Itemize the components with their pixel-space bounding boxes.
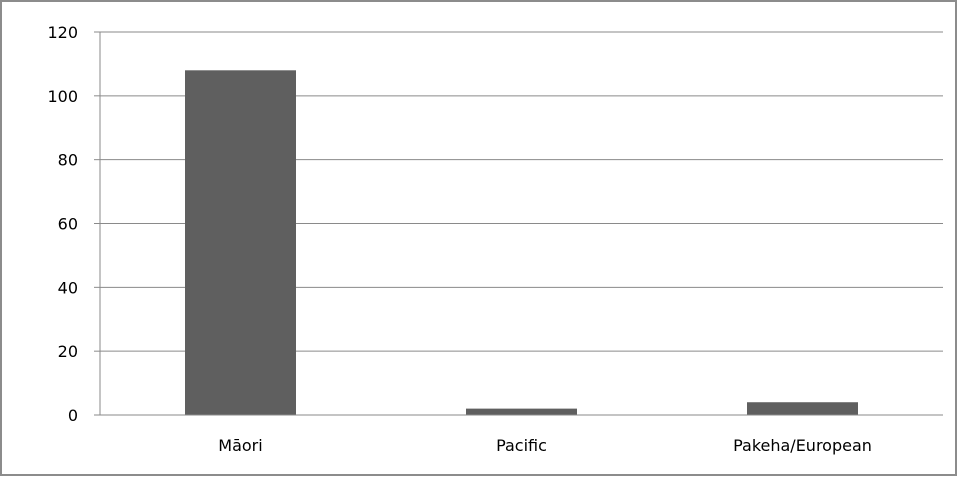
- y-tick-label: 80: [58, 151, 78, 170]
- bar: [466, 408, 577, 415]
- y-tick-label: 20: [58, 342, 78, 361]
- y-tick-labels: 0 20 40 60 80 100 120: [47, 23, 78, 425]
- bars: [185, 70, 858, 416]
- x-tick-labels: Māori Pacific Pakeha/European: [218, 436, 872, 455]
- y-tick-label: 0: [68, 406, 78, 425]
- y-tick-label: 60: [58, 215, 78, 234]
- y-tick-label: 120: [47, 23, 78, 42]
- x-tick-label: Pakeha/European: [733, 436, 872, 455]
- bar: [185, 70, 296, 416]
- y-tick-label: 100: [47, 87, 78, 106]
- bar: [747, 402, 858, 415]
- axes: [94, 31, 943, 416]
- x-tick-label: Pacific: [496, 436, 547, 455]
- y-tick-label: 40: [58, 278, 78, 297]
- x-tick-label: Māori: [218, 436, 262, 455]
